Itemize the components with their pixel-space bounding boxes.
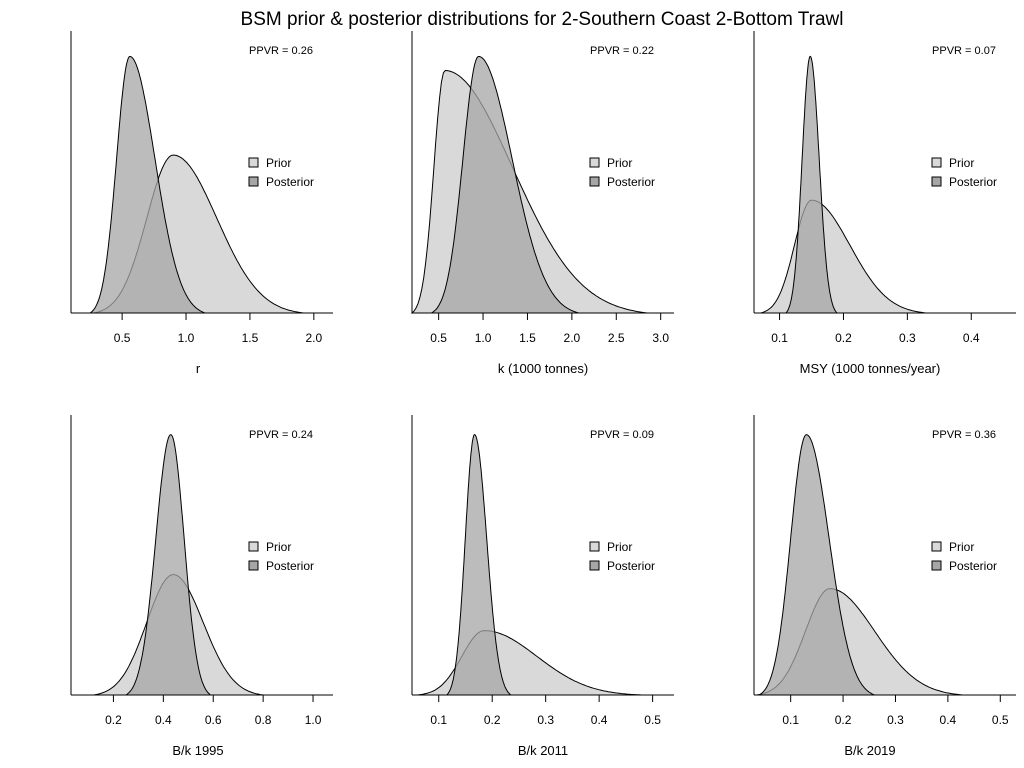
legend-posterior-swatch-4 [248,560,259,571]
x-tick-label-5-4: 0.4 [591,713,608,727]
legend-posterior-swatch-6 [931,560,942,571]
posterior-density-4 [124,434,213,696]
x-axis-label-4: B/k 1995 [172,743,223,758]
x-axis-label-2: k (1000 tonnes) [498,361,588,376]
x-tick-label-3-3: 0.3 [899,331,916,345]
legend-posterior-label-3: Posterior [949,175,997,189]
x-axis-label-3: MSY (1000 tonnes/year) [800,361,941,376]
x-tick-label-6-2: 0.2 [835,713,852,727]
legend-posterior-label-5: Posterior [607,559,655,573]
ppvr-label-5: PPVR = 0.09 [590,429,654,441]
prior-density-5 [417,630,642,696]
x-tick-label-4-1: 0.2 [105,713,122,727]
x-tick-label-2-2: 1.0 [475,331,492,345]
legend-prior-swatch-1 [248,157,259,168]
legend-prior-swatch-5 [589,541,600,552]
legend-posterior-label-2: Posterior [607,175,655,189]
x-tick-label-2-1: 0.5 [430,331,447,345]
x-tick-label-3-1: 0.1 [771,331,788,345]
legend-prior-label-5: Prior [607,540,632,554]
legend-posterior-swatch-2 [589,176,600,187]
x-tick-label-6-3: 0.3 [887,713,904,727]
x-tick-label-2-4: 2.0 [564,331,581,345]
x-tick-label-3-2: 0.2 [835,331,852,345]
figure-title: BSM prior & posterior distributions for … [240,9,844,30]
x-tick-label-1-4: 2.0 [305,331,322,345]
x-axis-label-1: r [196,361,201,376]
legend-posterior-swatch-1 [248,176,259,187]
x-tick-label-1-2: 1.0 [178,331,195,345]
panel-5: 0.1 0.2 0.3 0.4 0.5 B/k 2011 PPVR = 0.09 Prior P… [411,415,674,758]
x-tick-label-5-1: 0.1 [430,713,447,727]
ppvr-label-4: PPVR = 0.24 [249,429,313,441]
x-tick-label-4-5: 1.0 [305,713,322,727]
ppvr-label-6: PPVR = 0.36 [932,429,996,441]
legend-posterior-label-4: Posterior [266,559,314,573]
legend-prior-swatch-4 [248,541,259,552]
legend-prior-label-3: Prior [949,156,974,170]
x-tick-label-3-4: 0.4 [963,331,980,345]
x-tick-label-4-4: 0.8 [255,713,272,727]
legend-posterior-label-6: Posterior [949,559,997,573]
x-axis-label-5: B/k 2011 [518,743,568,758]
x-tick-label-5-3: 0.3 [537,713,554,727]
x-tick-label-4-3: 0.6 [205,713,222,727]
x-tick-label-5-2: 0.2 [484,713,501,727]
x-tick-label-2-3: 1.5 [519,331,536,345]
posterior-density-2 [429,56,580,314]
panel-2: 0.5 1.0 1.5 2.0 2.5 3.0 k (1000 tonnes) PPVR = … [410,31,674,376]
legend-posterior-swatch-3 [931,176,942,187]
x-tick-label-2-5: 2.5 [608,331,625,345]
legend-prior-swatch-3 [931,157,942,168]
x-tick-label-6-1: 0.1 [782,713,799,727]
x-tick-label-5-5: 0.5 [644,713,661,727]
ppvr-label-2: PPVR = 0.22 [590,45,654,57]
x-tick-label-6-4: 0.4 [940,713,957,727]
legend-prior-label-4: Prior [266,540,291,554]
x-tick-label-1-3: 1.5 [242,331,259,345]
panel-1: 0.5 1.0 1.5 2.0 r PPVR = 0.26 Prior Posterior [70,31,333,376]
legend-prior-label-2: Prior [607,156,632,170]
ppvr-label-3: PPVR = 0.07 [932,45,996,57]
legend-posterior-swatch-5 [589,560,600,571]
posterior-density-1 [88,56,206,314]
panel-6: 0.1 0.2 0.3 0.4 0.5 B/k 2019 PPVR = 0.36 Prior P… [753,415,1016,758]
legend-prior-label-6: Prior [949,540,974,554]
legend-posterior-label-1: Posterior [266,175,314,189]
ppvr-label-1: PPVR = 0.26 [249,45,313,57]
posterior-density-6 [757,434,875,696]
prior-density-3 [760,199,927,314]
legend-prior-label-1: Prior [266,156,291,170]
x-tick-label-2-6: 3.0 [652,331,669,345]
x-axis-label-6: B/k 2019 [844,743,895,758]
posterior-density-3 [784,55,839,314]
panel-4: 0.2 0.4 0.6 0.8 1.0 B/k 1995 PPVR = 0.24 Prior P… [70,415,333,758]
panel-3: 0.1 0.2 0.3 0.4 MSY (1000 tonnes/year) PPVR =… [753,31,1016,376]
legend-prior-swatch-2 [589,157,600,168]
posterior-density-5 [445,434,513,696]
x-tick-label-4-2: 0.4 [155,713,172,727]
x-tick-label-1-1: 0.5 [114,331,131,345]
legend-prior-swatch-6 [931,541,942,552]
x-tick-label-6-5: 0.5 [992,713,1009,727]
